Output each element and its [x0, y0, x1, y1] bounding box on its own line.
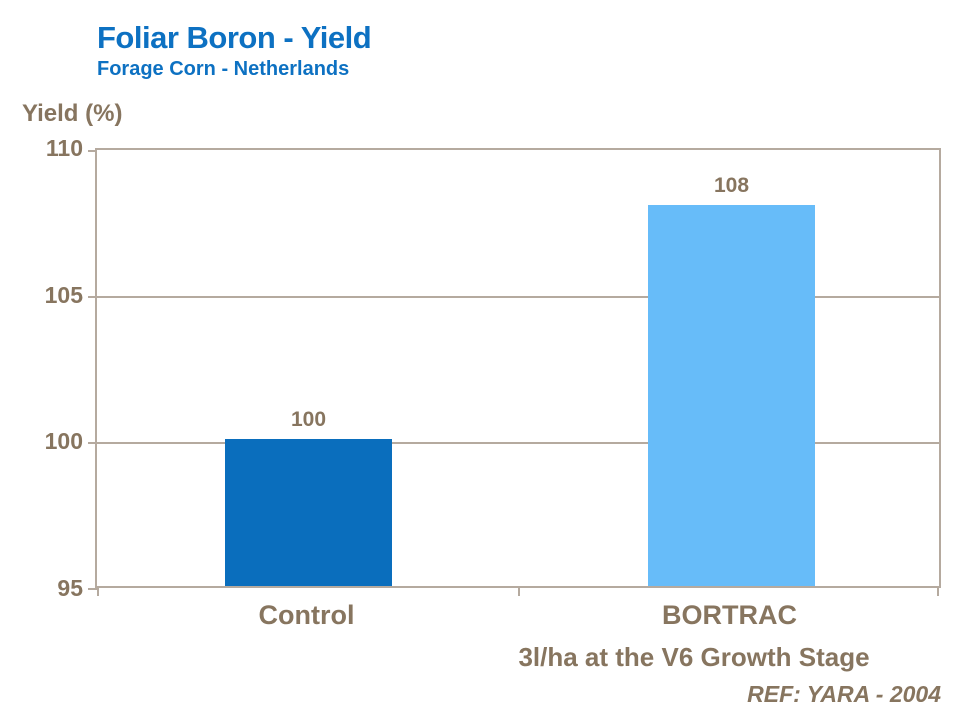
chart-title: Foliar Boron - Yield — [97, 20, 372, 55]
bar-bortrac — [648, 204, 815, 586]
chart-subtitle: Forage Corn - Netherlands — [97, 58, 350, 80]
y-axis-title: Yield (%) — [22, 100, 123, 127]
y-axis-tick-labels: 110 105 100 95 — [0, 136, 83, 600]
x-axis-label-bortrac: BORTRAC — [662, 600, 797, 630]
plot-area: 100 108 — [88, 148, 941, 596]
y-tick-mark — [88, 295, 97, 298]
y-tick-mark — [88, 588, 97, 590]
gridline — [97, 295, 939, 298]
bar-value-label: 100 — [290, 408, 327, 432]
y-tick-label: 100 — [44, 428, 83, 455]
y-tick-label: 105 — [44, 281, 83, 308]
gridline — [97, 442, 939, 445]
y-tick-mark — [88, 150, 97, 152]
bar-control — [225, 439, 392, 586]
x-tick-mark — [518, 586, 520, 596]
x-tick-mark — [97, 586, 99, 596]
y-tick-label: 95 — [57, 575, 83, 601]
x-tick-mark — [937, 586, 939, 596]
bar-value-label: 108 — [713, 173, 750, 197]
y-tick-mark — [88, 442, 97, 445]
x-axis-label-control: Control — [258, 600, 355, 630]
treatment-note: 3l/ha at the V6 Growth Stage — [518, 642, 870, 672]
reference-note: REF: YARA - 2004 — [747, 681, 941, 707]
y-tick-label: 110 — [45, 135, 83, 161]
